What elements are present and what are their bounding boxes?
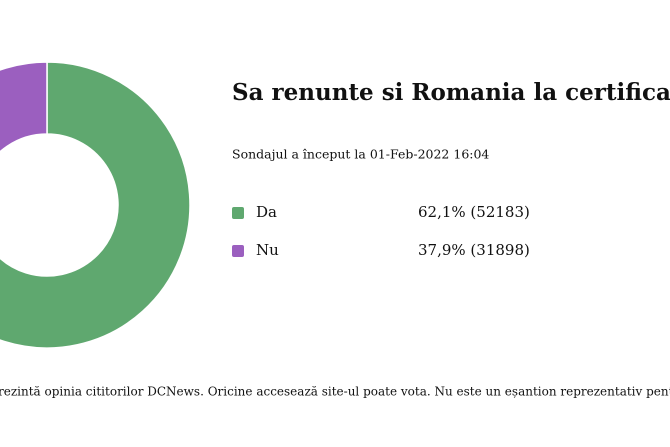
- legend-label: Nu: [256, 241, 279, 259]
- poll-note: rezintă opinia cititorilor DCNews. Orici…: [0, 385, 670, 399]
- legend-label: Da: [256, 203, 277, 221]
- value-label: 37,9% (31898): [418, 241, 530, 259]
- value-label: 62,1% (52183): [418, 203, 530, 221]
- legend-swatch: [232, 245, 244, 257]
- donut-slice: [0, 61, 48, 153]
- poll-subtitle: Sondajul a început la 01-Feb-2022 16:04: [232, 147, 489, 162]
- legend-swatch: [232, 207, 244, 219]
- poll-title: Sa renunte si Romania la certificatul v: [232, 79, 670, 106]
